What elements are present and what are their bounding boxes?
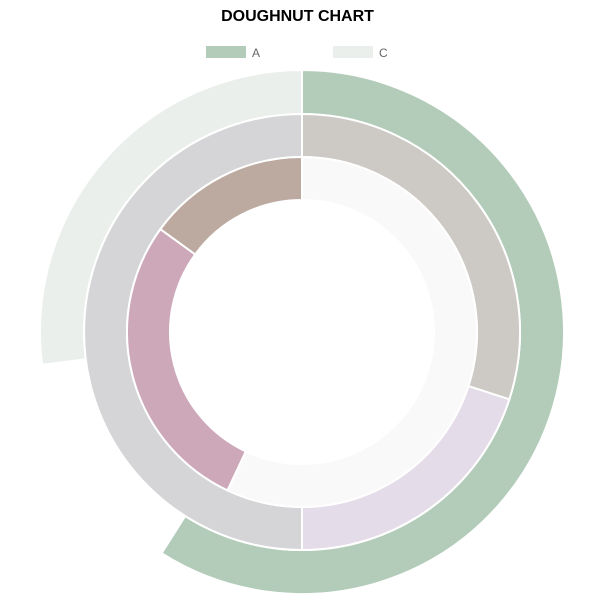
legend-label-c: C <box>379 46 388 60</box>
inner-slice-3[interactable] <box>159 155 303 256</box>
legend-item-c[interactable]: C <box>333 46 388 60</box>
legend-swatch-c <box>333 46 373 58</box>
chart-title: DOUGHNUT CHART <box>221 8 374 25</box>
legend-label-a: A <box>252 46 260 60</box>
outer-slice-b[interactable] <box>42 359 186 554</box>
legend-item-a[interactable]: A <box>206 46 260 60</box>
inner-ring <box>126 155 478 508</box>
middle-ring <box>83 112 521 552</box>
legend: A B C <box>206 46 388 60</box>
legend-swatch-a <box>206 46 246 58</box>
legend-item-b[interactable]: B <box>286 46 340 60</box>
doughnut-rings <box>39 68 565 595</box>
inner-slice-1[interactable] <box>226 155 478 508</box>
legend-swatch-b <box>286 46 326 58</box>
